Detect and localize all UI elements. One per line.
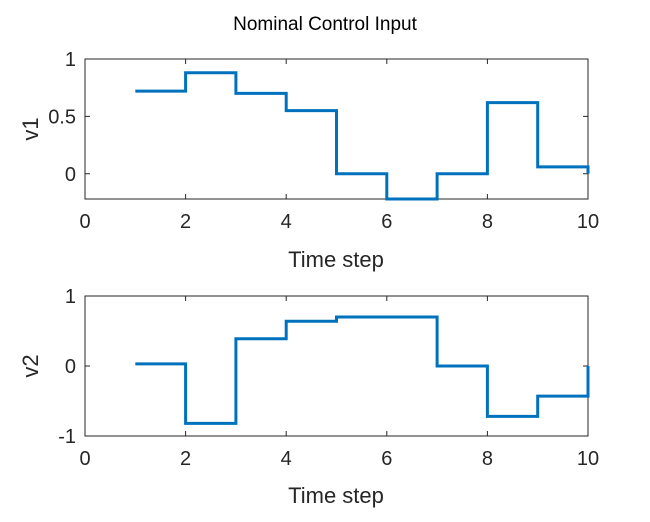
y-tick-labels-v1: 00.51 bbox=[48, 49, 588, 186]
subplot-v2: -101 0 2 4 6 8 10 Time step v2 bbox=[18, 286, 599, 508]
x-tick-label-v2: 2 bbox=[180, 448, 191, 470]
x-tick-label-v2: 6 bbox=[381, 448, 392, 470]
x-tick-label-v1: 6 bbox=[381, 211, 392, 233]
x-tick-label-v1: 10 bbox=[577, 211, 599, 233]
series-line-v2 bbox=[135, 315, 590, 425]
y-tick-label-v1: 1 bbox=[65, 49, 76, 71]
y-tick-label-v1: 0 bbox=[65, 164, 76, 186]
x-tick-label-v2: 8 bbox=[482, 448, 493, 470]
x-tick-label-v1: 2 bbox=[180, 211, 191, 233]
x-tick-label-v1: 4 bbox=[281, 211, 292, 233]
y-tick-label-v2: 0 bbox=[65, 356, 76, 378]
x-tick-label-v1: 8 bbox=[482, 211, 493, 233]
y-axis-label-v1: v1 bbox=[18, 117, 43, 140]
y-tick-label-v1: 0.5 bbox=[48, 106, 76, 128]
y-tick-label-v2: -1 bbox=[58, 426, 76, 448]
x-tick-label-v2: 0 bbox=[79, 448, 90, 470]
x-tick-label-v2: 10 bbox=[577, 448, 599, 470]
subplot-v1: 00.51 0 2 4 6 8 10 Time step v1 bbox=[18, 49, 599, 272]
x-axis-label-v1: Time step bbox=[288, 247, 384, 272]
series-line-v1 bbox=[135, 71, 590, 201]
x-axis-label-v2: Time step bbox=[288, 483, 384, 508]
figure-title: Nominal Control Input bbox=[233, 14, 417, 35]
y-axis-label-v2: v2 bbox=[18, 354, 43, 377]
x-tick-label-v2: 4 bbox=[281, 448, 292, 470]
y-tick-labels-v2: -1 0 1 bbox=[58, 286, 588, 448]
y-tick-label-v2: 1 bbox=[65, 286, 76, 308]
x-tick-labels-v2: 0 2 4 6 8 10 bbox=[79, 296, 599, 470]
x-tick-label-v1: 0 bbox=[79, 211, 90, 233]
x-tick-labels-v1: 0 2 4 6 8 10 bbox=[79, 59, 599, 233]
